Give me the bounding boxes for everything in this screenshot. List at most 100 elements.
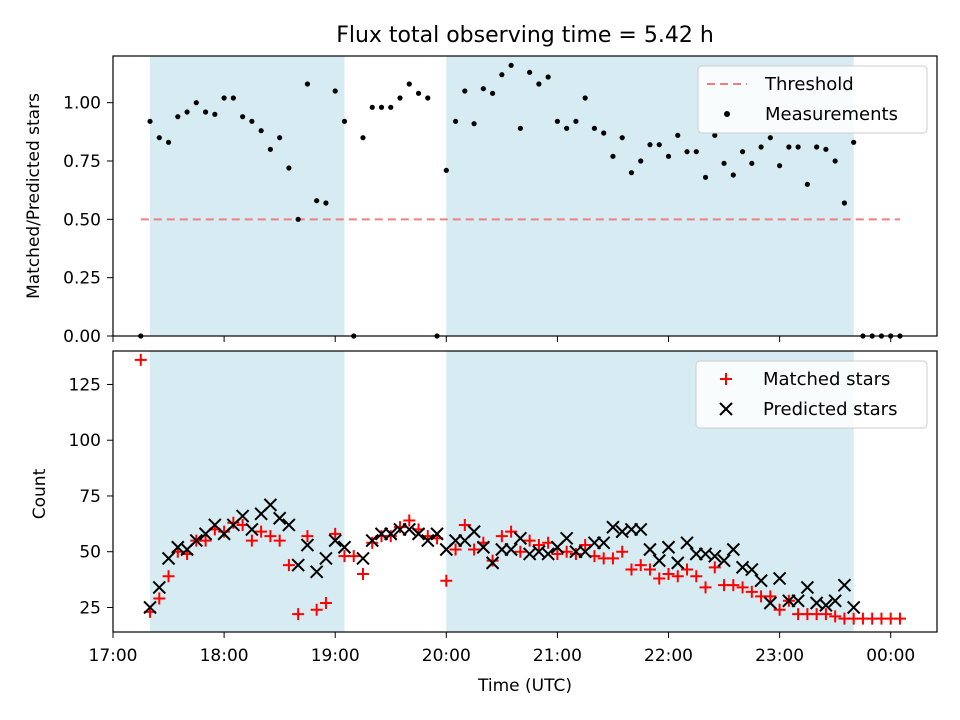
measurement-point — [369, 104, 375, 110]
matched-star-point — [764, 590, 777, 603]
matched-star-point — [579, 539, 592, 552]
matched-star-point — [505, 525, 518, 538]
matched-star-point — [153, 592, 166, 605]
predicted-star-point — [189, 533, 204, 548]
x-tick-label: 17:00 — [89, 646, 138, 666]
matched-star-point — [662, 568, 675, 581]
measurement-point — [267, 146, 273, 152]
measurement-point — [286, 165, 292, 171]
x-axis-label: Time (UTC) — [477, 676, 572, 696]
matched-star-point — [773, 603, 786, 616]
measurement-point — [147, 118, 153, 124]
measurement-point — [184, 109, 190, 115]
matched-star-point — [606, 552, 619, 565]
predicted-star-point — [272, 511, 287, 525]
predicted-star-point — [328, 533, 342, 548]
measurement-point — [388, 104, 394, 110]
matched-star-point — [347, 550, 360, 563]
x-tick-label: 22:00 — [644, 646, 693, 666]
measurement-point — [823, 146, 829, 152]
predicted-star-point — [754, 573, 768, 588]
measurement-point — [378, 104, 385, 110]
measurement-point — [665, 153, 672, 159]
predicted-star-point — [245, 522, 259, 537]
predicted-star-point — [319, 551, 333, 566]
measurement-point — [443, 167, 449, 173]
predicted-star-point — [828, 594, 842, 608]
matched-star-point — [681, 563, 694, 576]
measurement-point — [591, 125, 598, 131]
top-y-tick-label: 0.75 — [63, 152, 101, 172]
measurement-point — [814, 144, 820, 150]
measurement-point — [156, 135, 162, 141]
matched-star-point — [708, 561, 721, 574]
measurement-point — [739, 149, 746, 155]
matched-star-point — [310, 603, 323, 616]
x-tick-label: 23:00 — [755, 646, 804, 666]
predicted-star-point — [291, 558, 305, 572]
measurement-point — [517, 125, 523, 131]
measurement-point — [527, 69, 533, 75]
matched-star-point — [634, 559, 647, 572]
measurement-point — [360, 135, 366, 141]
measurement-point — [702, 174, 709, 180]
predicted-star-point — [411, 527, 426, 541]
bottom-y-tick-label: 75 — [79, 487, 101, 507]
measurement-point — [545, 74, 551, 80]
predicted-star-point — [356, 551, 370, 566]
measurement-point — [656, 142, 662, 148]
x-tick-label: 19:00 — [311, 646, 360, 666]
measurement-point — [786, 144, 792, 150]
matched-star-point — [551, 547, 564, 560]
matched-star-point — [245, 534, 258, 547]
predicted-star-point — [745, 562, 759, 577]
bottom-panel: 25 50 75 100 125 17:00 18:00 19:00 20:00 21:00 22… — [30, 350, 938, 696]
matched-star-point — [699, 581, 712, 594]
matched-star-point — [319, 597, 332, 610]
matched-star-point — [440, 574, 453, 587]
bottom-y-axis-label: Count — [30, 468, 50, 519]
measurement-point — [712, 132, 718, 138]
matched-star-point — [616, 545, 629, 558]
measurement-point — [415, 90, 422, 96]
matched-star-point — [449, 543, 462, 556]
bottom-y-tick-label: 25 — [79, 598, 101, 618]
measurement-point — [295, 216, 301, 222]
bottom-y-tick-label: 125 — [69, 375, 101, 395]
measurement-point — [795, 144, 801, 150]
measurement-point — [425, 95, 431, 101]
predicted-star-point — [606, 520, 620, 534]
measurement-point — [804, 181, 810, 187]
top-y-tick-label: 0.25 — [63, 269, 101, 289]
x-tick-label: 21:00 — [533, 646, 582, 666]
measurement-point — [304, 81, 311, 87]
predicted-star-point — [643, 542, 657, 557]
matched-star-point — [356, 568, 369, 581]
measurement-point — [221, 95, 227, 101]
measurement-point — [258, 128, 264, 134]
predicted-star-point — [661, 540, 676, 554]
measurements-legend-label: Measurements — [765, 104, 898, 125]
predicted-star-point — [421, 533, 435, 548]
predicted-star-point — [634, 522, 648, 537]
matched-star-point — [495, 530, 508, 543]
measurement-point — [675, 132, 681, 138]
bottom-y-tick-label: 100 — [69, 431, 101, 451]
measurement-point — [489, 90, 496, 96]
predicted-star-point — [791, 594, 805, 608]
measurement-point — [480, 86, 486, 92]
matched-star-point — [745, 585, 758, 598]
predicted-star-point — [819, 598, 833, 612]
measurement-point — [452, 118, 459, 124]
predicted-star-point — [282, 518, 296, 532]
predicted-star-point — [680, 536, 694, 550]
matched-star-point — [643, 563, 656, 576]
x-tick-label: 18:00 — [200, 646, 249, 666]
matched-star-point — [819, 608, 832, 621]
matched-star-point — [653, 572, 666, 585]
matched-star-point — [727, 579, 740, 592]
threshold-legend-label: Threshold — [764, 74, 854, 95]
measurement-point — [462, 88, 468, 94]
matched-star-point — [394, 521, 407, 534]
